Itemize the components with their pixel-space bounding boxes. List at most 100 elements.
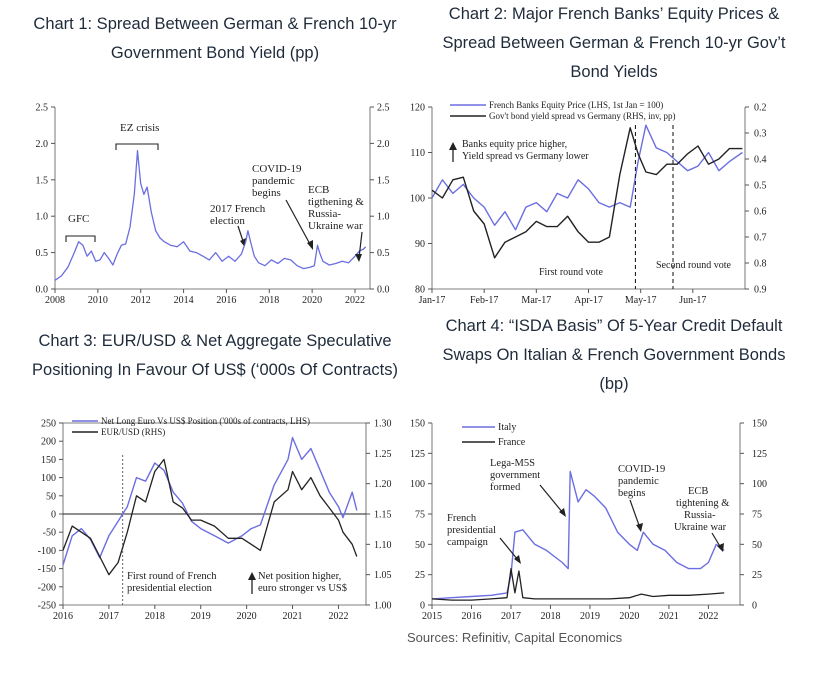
c2-ytick-label-right: 0.2 [754, 103, 767, 114]
c4-annotation-french-l3: campaign [447, 537, 489, 548]
chart4-title-line: Swaps On Italian & French Government Bon… [442, 346, 786, 364]
c2-ytick-label-left: 90 [415, 239, 425, 250]
c4-ytick-label-right: 25 [752, 570, 762, 581]
c2-xtick-label: Apr-17 [574, 295, 603, 306]
c1-bracket-ez [115, 143, 159, 150]
c4-annotation-covid-l2: pandemic [618, 476, 659, 487]
c1-xtick-label: 2020 [302, 295, 322, 306]
c4-xtick-label: 2017 [501, 611, 521, 622]
c3-xtick-label: 2017 [99, 611, 119, 622]
c1-annotation-2017-election-l2: election [210, 215, 245, 227]
c4-ytick-label-left: 150 [410, 419, 425, 430]
c3-ytick-label-right: 1.25 [374, 449, 392, 460]
c4-annotation-lega-l2: government [490, 470, 540, 481]
c4-ytick-label-left: 0 [420, 601, 425, 612]
c1-xtick-label: 2012 [131, 295, 151, 306]
c2-series-spread [431, 127, 743, 259]
c4-series-france [431, 567, 725, 601]
c2-ytick-label-left: 80 [415, 285, 425, 296]
c4-annotation-lega-l1: Lega-M5S [490, 458, 535, 469]
c4-ytick-label-left: 100 [410, 479, 425, 490]
c4-xtick-label: 2018 [540, 611, 560, 622]
c2-ytick-label-left: 120 [410, 103, 425, 114]
c2-series-banks [431, 124, 743, 231]
c2-ytick-label-right: 0.8 [754, 259, 767, 270]
c2-arrowhead-up [449, 142, 457, 150]
c2-ytick-label-left: 110 [410, 148, 425, 159]
c1-ytick-label-right: 2.5 [377, 103, 390, 114]
c3-ytick-label-right: 1.20 [374, 479, 392, 490]
c1-xtick-label: 2022 [345, 295, 365, 306]
c2-xtick-label: Feb-17 [470, 295, 498, 306]
c3-ytick-label-left: 250 [41, 419, 56, 430]
c3-ytick-label-right: 1.00 [374, 601, 392, 612]
c2-annotation-first-vote: First round vote [539, 267, 603, 278]
c4-xtick-label: 2021 [659, 611, 679, 622]
c4-xtick-label: 2015 [422, 611, 442, 622]
c2-xtick-label: Mar-17 [521, 295, 551, 306]
c1-annotation-ez-crisis: EZ crisis [120, 122, 159, 134]
c3-xtick-label: 2021 [283, 611, 303, 622]
chart2-title-line: Spread Between German & French 10-yr Gov… [442, 34, 786, 52]
chart2-annotations: Banks equity price higher, Yield spread … [462, 139, 732, 278]
chart2-title: Chart 2: Major French Banks’ Equity Pric… [408, 0, 820, 87]
c2-ytick-label-right: 0.5 [754, 181, 767, 192]
c4-legend-label: France [498, 437, 526, 448]
c1-ytick-label-right: 1.0 [377, 212, 390, 223]
c3-ytick-label-right: 1.15 [374, 510, 392, 521]
c4-annotation-lega-l3: formed [490, 482, 521, 493]
chart4-annotations: French presidential campaign Lega-M5S go… [447, 458, 729, 548]
c3-ytick-label-left: 200 [41, 437, 56, 448]
chart1-title: Chart 1: Spread Between German & French … [20, 10, 410, 68]
c2-ytick-label-right: 0.4 [754, 155, 767, 166]
c4-annotation-ecb-l3: Russia- [684, 510, 716, 521]
c2-annotation-second-vote: Second round vote [656, 260, 732, 271]
c1-xtick-label: 2008 [45, 295, 65, 306]
c3-xtick-label: 2019 [191, 611, 211, 622]
c2-xtick-label: Jun-17 [679, 295, 706, 306]
c3-xtick-label: 2018 [145, 611, 165, 622]
c3-annotation-net-l1: Net position higher, [258, 571, 341, 582]
chart1-title-line: Chart 1: Spread Between German & French … [33, 15, 397, 33]
c2-ytick-label-right: 0.3 [754, 129, 767, 140]
c1-ytick-label-left: 1.0 [36, 212, 49, 223]
chart3-annotations: First round of French presidential elect… [127, 571, 347, 594]
c3-annotation-net-l2: euro stronger vs US$ [258, 583, 347, 594]
c3-series-net-long-euro [62, 436, 358, 566]
c3-ytick-label-left: -100 [38, 546, 56, 557]
c4-ytick-label-left: 50 [415, 540, 425, 551]
c3-ytick-label-left: -150 [38, 564, 56, 575]
c3-xtick-label: 2016 [53, 611, 73, 622]
c3-xtick-label: 2022 [328, 611, 348, 622]
c2-annotation-banks-l1: Banks equity price higher, [462, 139, 567, 150]
c3-series-eurusd [62, 458, 358, 576]
c1-arrowhead-ecb [355, 254, 362, 262]
chart4-title-line: Chart 4: “ISDA Basis” Of 5-Year Credit D… [445, 317, 783, 335]
c3-ytick-label-right: 1.30 [374, 419, 392, 430]
c4-ytick-label-left: 75 [415, 510, 425, 521]
c1-ytick-label-right: 0.5 [377, 248, 390, 259]
c4-annotation-french-l2: presidential [447, 525, 496, 536]
c1-arrow-ecb [358, 231, 363, 259]
c4-annotation-ecb-l2: tightening & [676, 498, 729, 509]
c3-ytick-label-left: 150 [41, 455, 56, 466]
c1-series-spread [54, 150, 367, 281]
chart2-title-line: Bond Yields [570, 63, 658, 81]
c4-annotation-covid-l3: begins [618, 488, 645, 499]
c3-legend-label: Net Long Euro Vs US$ Position ('000s of … [101, 416, 310, 426]
c1-ytick-label-left: 2.5 [36, 103, 49, 114]
c4-ytick-label-right: 100 [752, 479, 767, 490]
c4-xtick-label: 2016 [461, 611, 481, 622]
c3-ytick-label-left: 0 [51, 510, 56, 521]
c3-ytick-label-left: -200 [38, 582, 56, 593]
c1-annotation-ecb-l3: Russia- [308, 208, 341, 220]
c1-annotation-ecb-l2: tigthening & [308, 196, 364, 208]
chart4-title: Chart 4: “ISDA Basis” Of 5-Year Credit D… [408, 312, 820, 399]
c4-arrowhead-ecb [717, 543, 724, 552]
chart4-title-line: (bp) [599, 375, 629, 393]
c1-annotation-2017-election-l1: 2017 French [210, 203, 266, 215]
c1-ytick-label-right: 1.5 [377, 175, 390, 186]
c2-xtick-label: May-17 [625, 295, 657, 306]
chart3-title: Chart 3: EUR/USD & Net Aggregate Specula… [20, 327, 410, 385]
chart1-title-line: Government Bond Yield (pp) [110, 44, 320, 62]
